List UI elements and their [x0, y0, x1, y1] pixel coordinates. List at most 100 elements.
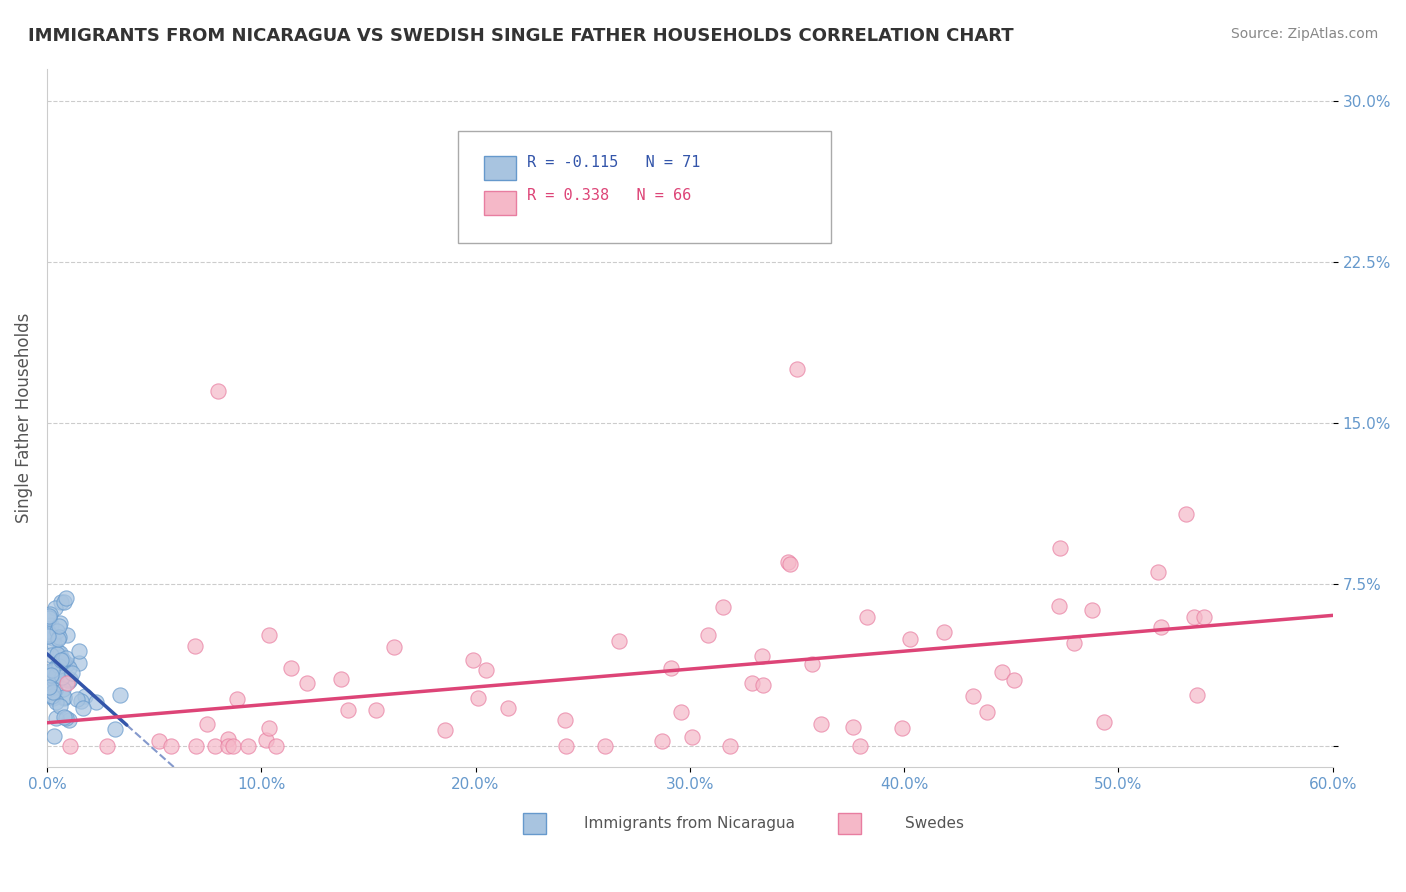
Point — [434, 723, 457, 738]
Point — [41, 648, 63, 663]
Point — [651, 733, 673, 747]
Point — [39, 683, 62, 698]
Point — [659, 661, 682, 675]
Point — [1049, 541, 1071, 556]
Text: IMMIGRANTS FROM NICARAGUA VS SWEDISH SINGLE FATHER HOUSEHOLDS CORRELATION CHART: IMMIGRANTS FROM NICARAGUA VS SWEDISH SIN… — [28, 27, 1014, 45]
Point — [72, 701, 94, 715]
Point — [779, 557, 801, 571]
Point — [593, 739, 616, 753]
Point — [41, 631, 63, 645]
Bar — [484, 191, 516, 215]
Point — [934, 625, 956, 640]
Point — [810, 717, 832, 731]
Point — [56, 676, 79, 690]
Point — [58, 673, 80, 688]
Point — [96, 739, 118, 753]
Point — [38, 611, 60, 625]
Point — [1063, 636, 1085, 650]
Point — [217, 732, 239, 747]
Bar — [484, 156, 516, 180]
Point — [751, 648, 773, 663]
Point — [976, 705, 998, 719]
Point — [59, 672, 82, 686]
Point — [52, 681, 75, 696]
Point — [991, 665, 1014, 680]
Point — [49, 595, 72, 609]
Point — [207, 384, 229, 398]
Point — [1092, 714, 1115, 729]
Point — [184, 739, 207, 753]
Point — [67, 644, 90, 658]
Point — [1185, 688, 1208, 702]
Point — [42, 672, 65, 686]
Point — [1182, 610, 1205, 624]
Point — [41, 689, 63, 703]
Point — [49, 698, 72, 713]
Point — [1192, 609, 1215, 624]
Point — [45, 711, 67, 725]
Text: Swedes: Swedes — [904, 815, 963, 830]
Point — [49, 615, 72, 630]
Point — [51, 653, 73, 667]
Point — [257, 721, 280, 735]
Point — [295, 676, 318, 690]
Text: Source: ZipAtlas.com: Source: ZipAtlas.com — [1230, 27, 1378, 41]
Point — [55, 651, 77, 665]
Point — [891, 721, 914, 735]
Point — [39, 607, 62, 621]
Point — [37, 624, 59, 639]
Point — [45, 668, 67, 682]
Point — [39, 668, 62, 682]
Point — [44, 683, 66, 698]
Point — [52, 655, 75, 669]
Point — [337, 703, 360, 717]
Bar — [838, 813, 860, 833]
Point — [1081, 603, 1104, 617]
Point — [49, 646, 72, 660]
Point — [42, 729, 65, 743]
Point — [669, 705, 692, 719]
Point — [204, 739, 226, 753]
Point — [841, 720, 863, 734]
Point — [46, 645, 69, 659]
Text: Immigrants from Nicaragua: Immigrants from Nicaragua — [585, 815, 796, 830]
Point — [786, 362, 808, 376]
Point — [217, 739, 239, 753]
Point — [45, 674, 67, 689]
Point — [554, 713, 576, 727]
Point — [681, 730, 703, 744]
Point — [52, 653, 75, 667]
Point — [55, 628, 77, 642]
Point — [42, 664, 65, 678]
Point — [53, 690, 76, 705]
Point — [67, 657, 90, 671]
Point — [254, 733, 277, 747]
Point — [475, 663, 498, 677]
Point — [184, 639, 207, 653]
Point — [752, 678, 775, 692]
Point — [75, 689, 97, 703]
Point — [45, 663, 67, 677]
Point — [42, 690, 65, 705]
Point — [48, 630, 70, 644]
Point — [280, 661, 302, 675]
Point — [778, 555, 800, 569]
Point — [51, 670, 73, 684]
Point — [898, 632, 921, 647]
Bar — [523, 813, 546, 833]
Point — [741, 676, 763, 690]
Point — [58, 673, 80, 687]
Point — [1174, 507, 1197, 521]
Point — [52, 595, 75, 609]
Point — [467, 690, 489, 705]
Point — [962, 690, 984, 704]
Point — [42, 637, 65, 651]
Point — [1004, 673, 1026, 688]
Point — [38, 680, 60, 694]
Point — [38, 627, 60, 641]
Point — [60, 665, 83, 680]
Point — [264, 739, 287, 753]
Point — [236, 739, 259, 753]
Text: R = -0.115   N = 71: R = -0.115 N = 71 — [526, 155, 700, 170]
Point — [222, 739, 245, 753]
